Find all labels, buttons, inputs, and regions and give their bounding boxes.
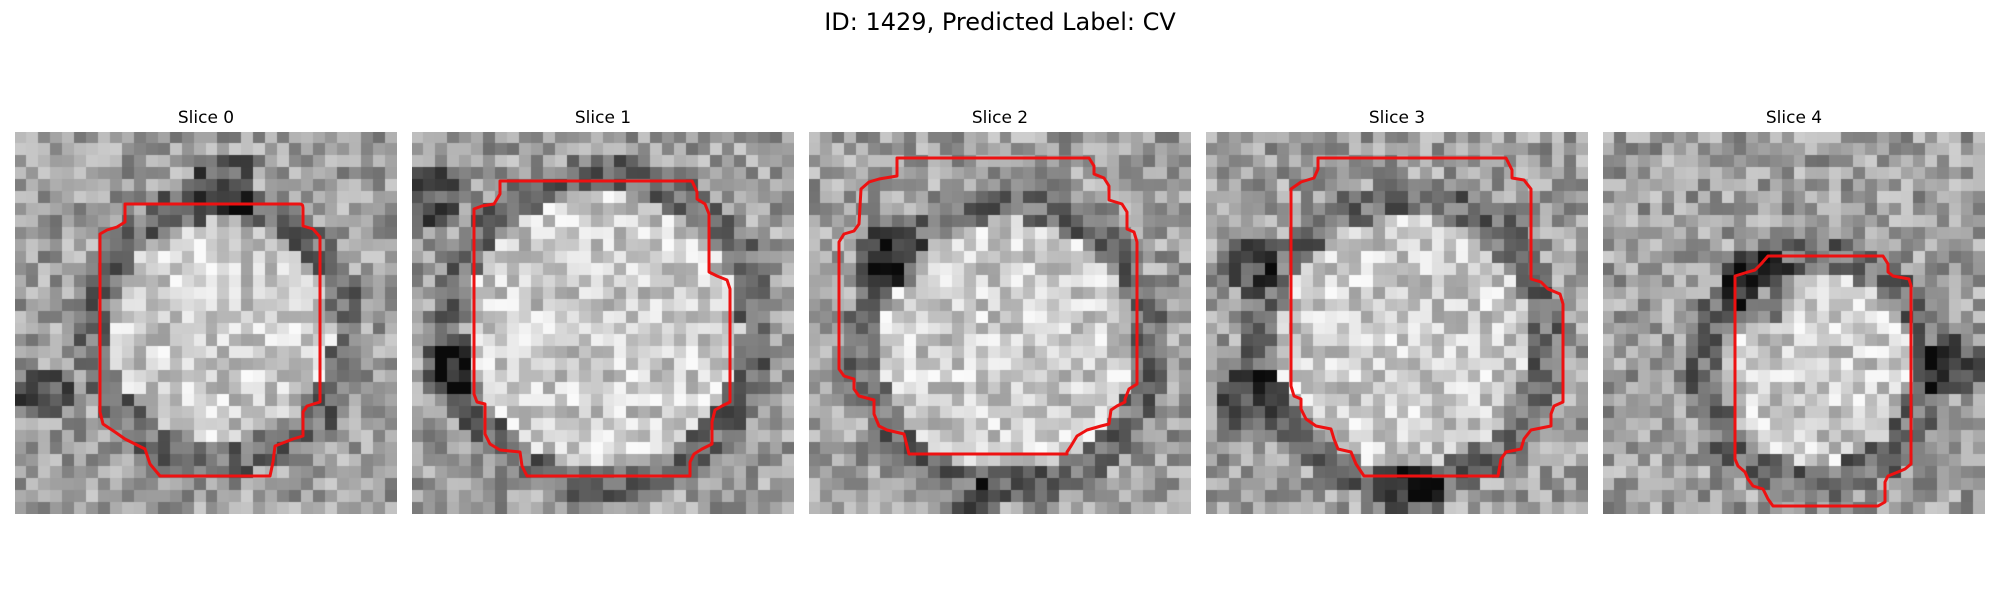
segmentation-contour xyxy=(1733,254,1913,508)
slice-title: Slice 0 xyxy=(177,108,235,128)
slice-image xyxy=(15,132,397,514)
slice-title: Slice 1 xyxy=(574,108,632,128)
figure-title: ID: 1429, Predicted Label: CV xyxy=(824,8,1176,36)
slice-overlay xyxy=(1289,156,1565,478)
segmentation-contour xyxy=(837,156,1139,456)
slice-image xyxy=(809,132,1191,514)
slice-overlay xyxy=(1733,254,1913,508)
slice-image xyxy=(1206,132,1588,514)
slice-image xyxy=(1603,132,1985,514)
segmentation-contour xyxy=(98,202,322,478)
slice-panel-0: Slice 0 xyxy=(15,108,397,514)
slice-panel-2: Slice 2 xyxy=(809,108,1191,514)
slice-title: Slice 2 xyxy=(971,108,1029,128)
segmentation-contour xyxy=(472,179,732,478)
slice-overlay xyxy=(837,156,1139,456)
segmentation-contour xyxy=(1289,156,1565,478)
slice-panel-3: Slice 3 xyxy=(1206,108,1588,514)
slice-title: Slice 4 xyxy=(1765,108,1823,128)
slice-overlay xyxy=(472,179,732,478)
slice-title: Slice 3 xyxy=(1368,108,1426,128)
slice-panel-4: Slice 4 xyxy=(1603,108,1985,514)
slice-panel-1: Slice 1 xyxy=(412,108,794,514)
slice-overlay xyxy=(98,202,322,478)
